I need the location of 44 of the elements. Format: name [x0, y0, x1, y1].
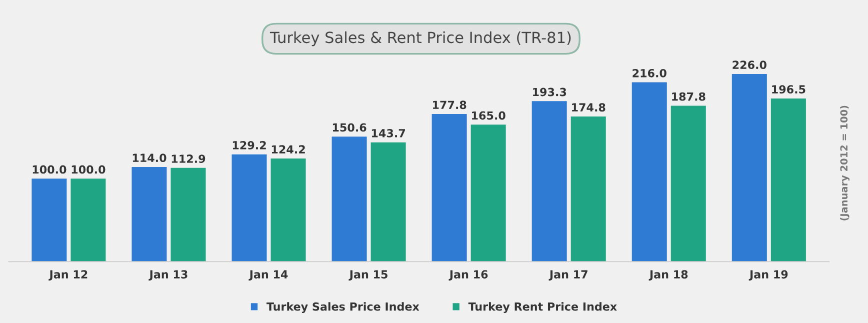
x-tick-label: Jan 18	[648, 270, 688, 281]
data-label: 193.3	[533, 88, 566, 96]
x-tick-label: Jan 19	[748, 270, 788, 281]
bar	[570, 116, 606, 262]
data-label: 177.8	[433, 100, 466, 110]
bar	[670, 106, 706, 262]
data-label: 112.9	[172, 154, 206, 163]
bar	[132, 166, 167, 262]
x-tick-label: Jan 13	[148, 270, 188, 281]
bar	[470, 124, 506, 262]
data-label: 174.8	[572, 103, 606, 112]
data-label: 216.0	[632, 68, 666, 78]
chart-title: Turkey Sales & Rent Price Index (TR-81)	[270, 31, 571, 46]
bar	[370, 142, 406, 262]
data-label: 124.2	[272, 145, 305, 154]
x-tick-label: Jan 15	[348, 270, 388, 281]
y-axis-title: (January 2012 = 100)	[840, 106, 850, 220]
data-label: 150.6	[332, 123, 366, 132]
bar	[432, 114, 467, 262]
bar	[270, 158, 306, 262]
legend-label: Turkey Rent Price Index	[468, 302, 617, 313]
bar	[732, 74, 767, 262]
bar	[632, 82, 667, 262]
bar	[770, 98, 806, 262]
x-tick-label: Jan 14	[248, 270, 288, 281]
data-label: 196.5	[772, 85, 806, 94]
x-tick-label: Jan 17	[548, 270, 588, 281]
bar	[232, 154, 267, 262]
data-label: 165.0	[472, 111, 506, 120]
data-label: 100.0	[72, 165, 106, 174]
bar	[70, 178, 106, 262]
data-label: 143.7	[372, 128, 405, 138]
bar	[532, 101, 567, 262]
x-tick-label: Jan 12	[48, 270, 88, 281]
data-label: 187.8	[672, 92, 706, 101]
data-label: 114.0	[132, 154, 166, 162]
bar	[32, 178, 67, 262]
data-label: 226.0	[732, 60, 766, 70]
data-label: 129.2	[232, 141, 266, 150]
bar	[332, 136, 367, 262]
data-label: 100.0	[32, 165, 66, 174]
x-tick-label: Jan 16	[448, 270, 488, 281]
legend-label: Turkey Sales Price Index	[266, 302, 420, 313]
bar	[170, 168, 206, 262]
